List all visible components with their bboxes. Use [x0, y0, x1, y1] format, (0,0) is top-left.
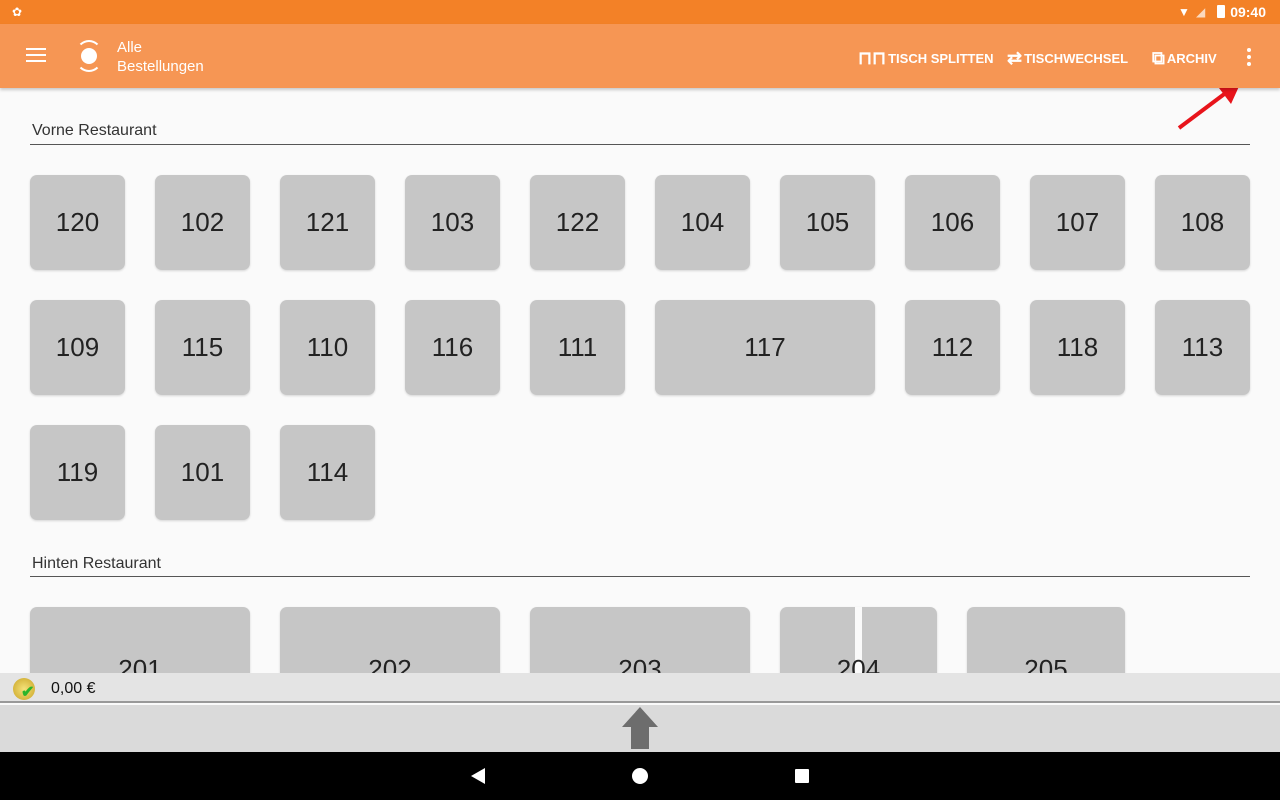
- table-tile[interactable]: 101: [155, 425, 250, 520]
- table-tile[interactable]: 109: [30, 300, 125, 395]
- archive-icon: ⧉: [1152, 48, 1165, 68]
- back-icon[interactable]: [471, 768, 485, 784]
- table-tile[interactable]: 106: [905, 175, 1000, 270]
- table-tile[interactable]: 115: [155, 300, 250, 395]
- section-title: Hinten Restaurant: [32, 555, 161, 572]
- battery-charging-icon: [1217, 5, 1225, 18]
- total-amount: 0,00 €: [51, 680, 96, 697]
- home-icon[interactable]: [632, 768, 648, 784]
- archive-label: ARCHIV: [1166, 51, 1217, 66]
- split-table-button[interactable]: ⊓⊓ TISCH SPLITTEN: [858, 48, 994, 69]
- app-bar: Alle Bestellungen ⊓⊓ TISCH SPLITTEN ⇄ TISC…: [0, 24, 1280, 88]
- table-tile[interactable]: 113: [1155, 300, 1250, 395]
- app-logo-icon: [76, 40, 102, 72]
- table-tile[interactable]: 108: [1155, 175, 1250, 270]
- total-bar: 0,00 €: [0, 673, 1280, 703]
- table-tile[interactable]: 112: [905, 300, 1000, 395]
- section-title: Vorne Restaurant: [32, 122, 157, 139]
- change-table-button[interactable]: ⇄ TISCHWECHSEL: [1007, 48, 1128, 69]
- notification-app-icon: ✿: [12, 5, 23, 19]
- table-tile[interactable]: 104: [655, 175, 750, 270]
- section-divider: [30, 576, 1250, 577]
- table-tile[interactable]: 110: [280, 300, 375, 395]
- page-title: Alle Bestellungen: [117, 38, 204, 76]
- table-tile[interactable]: 111: [530, 300, 625, 395]
- section-divider: [30, 144, 1250, 145]
- archive-button[interactable]: ⧉ ARCHIV: [1152, 48, 1217, 69]
- status-bar: ✿ ▼ ◢ 09:40: [0, 0, 1280, 24]
- table-tile[interactable]: 119: [30, 425, 125, 520]
- menu-icon[interactable]: [26, 48, 46, 62]
- arrow-up-icon[interactable]: [622, 707, 658, 749]
- table-tile[interactable]: 117: [655, 300, 875, 395]
- table-tile[interactable]: 120: [30, 175, 125, 270]
- table-tile[interactable]: 114: [280, 425, 375, 520]
- title-line-2: Bestellungen: [117, 58, 204, 75]
- more-vert-icon[interactable]: [1246, 48, 1252, 66]
- split-table-icon: ⊓⊓: [858, 48, 887, 68]
- table-tile[interactable]: 107: [1030, 175, 1125, 270]
- coin-check-icon: [13, 678, 35, 702]
- table-tile[interactable]: 122: [530, 175, 625, 270]
- table-tile[interactable]: 118: [1030, 300, 1125, 395]
- table-tile[interactable]: 105: [780, 175, 875, 270]
- table-tile[interactable]: 102: [155, 175, 250, 270]
- wifi-icon: ▼: [1178, 5, 1190, 19]
- expand-bar[interactable]: [0, 705, 1280, 752]
- clock: 09:40: [1230, 4, 1266, 20]
- title-line-1: Alle: [117, 39, 143, 56]
- change-table-icon: ⇄: [1007, 48, 1023, 68]
- change-table-label: TISCHWECHSEL: [1024, 51, 1129, 66]
- recents-icon[interactable]: [795, 769, 809, 783]
- signal-icon: ◢: [1196, 5, 1206, 19]
- table-tile[interactable]: 116: [405, 300, 500, 395]
- split-table-label: TISCH SPLITTEN: [888, 51, 994, 66]
- table-tile[interactable]: 103: [405, 175, 500, 270]
- system-nav-bar: [0, 752, 1280, 800]
- table-tile[interactable]: 121: [280, 175, 375, 270]
